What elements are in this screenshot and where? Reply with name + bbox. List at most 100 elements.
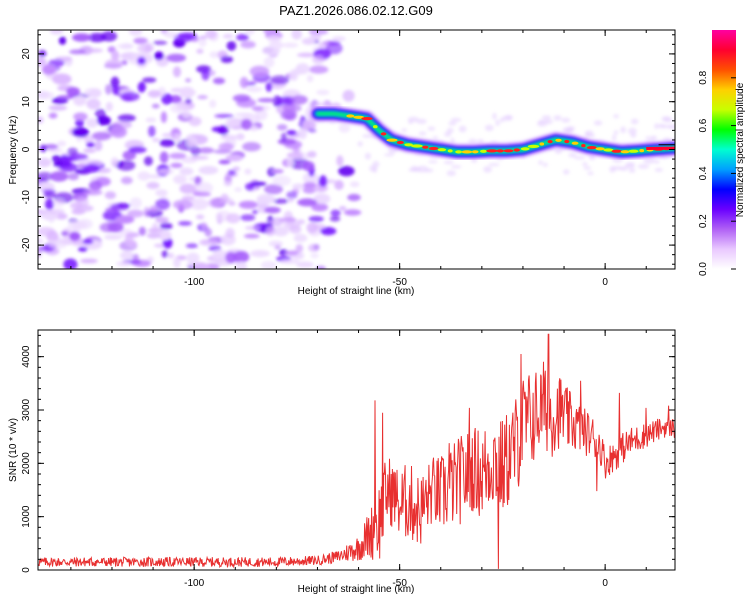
heatmap-noise-blob [316,89,330,96]
track-core [428,146,439,151]
heatmap-noise-blob [303,182,317,189]
heatmap-noise-blob [48,105,68,111]
heatmap-noise-blob [284,250,299,256]
heatmap-noise-blob [84,135,95,145]
heatmap-noise-blob [182,111,192,119]
heatmap-noise-blob [212,249,228,261]
heatmap-noise-blob [186,252,200,264]
heatmap-noise-blob [194,191,211,197]
heatmap-noise-blob [424,168,434,173]
heatmap-noise-blob [133,37,148,44]
heatmap-noise-blob [236,33,249,41]
heatmap-noise-blob [112,84,120,95]
colorbar-tick-label: 0.8 [698,70,709,84]
heatmap-noise-blob [347,193,361,202]
heatmap-noise-blob [249,65,270,78]
heatmap-noise-blob [538,160,543,165]
heatmap-noise-blob [91,131,112,141]
heatmap-noise-blob [142,77,157,83]
heatmap-noise-blob [277,138,297,145]
heatmap-noise-blob [43,144,59,150]
heatmap-noise-blob [325,42,343,55]
x-tick-label: 0 [602,578,608,589]
heatmap-noise-blob [265,82,273,92]
heatmap-noise-blob [159,151,169,164]
colorbar-tick-label: 0.4 [698,166,709,180]
heatmap-noise-blob [338,166,355,177]
heatmap-noise-blob [198,147,214,154]
y-tick-label: 0 [21,146,32,152]
heatmap-noise-blob [157,168,174,175]
track-core [396,140,404,145]
heatmap-noise-blob [105,101,113,112]
heatmap-noise-blob [154,51,164,60]
y-tick-label: 1000 [21,505,32,528]
track-core [346,114,355,118]
track-core [595,147,605,151]
heatmap-noise-blob [164,31,177,38]
track-core [471,150,479,154]
heatmap-noise-blob [620,126,626,134]
heatmap-noise-blob [169,152,187,160]
heatmap-noise-blob [244,30,255,35]
heatmap-noise-blob [120,91,140,102]
heatmap-noise-blob [200,221,208,231]
track-core [411,144,423,148]
heatmap-noise-blob [286,152,304,159]
heatmap-noise-blob [301,37,316,45]
heatmap-noise-blob [264,184,283,195]
heatmap-noise-blob [654,123,659,130]
heatmap-noise-blob [628,127,637,135]
heatmap-noise-blob [38,209,48,215]
heatmap-noise-blob [234,187,242,193]
heatmap-noise-blob [214,114,234,118]
colorbar-label: Normalized spectral amplitude [735,82,746,217]
heatmap-noise-blob [43,192,56,199]
heatmap-noise-blob [296,261,314,268]
heatmap-noise-blob [495,119,500,127]
heatmap-noise-blob [225,227,235,239]
heatmap-noise-blob [128,146,147,154]
heatmap-noise-blob [372,160,380,168]
heatmap-noise-blob [663,117,673,123]
heatmap-noise-blob [296,52,316,58]
heatmap-noise-blob [138,226,146,236]
colorbar-tick-label: 0.6 [698,118,709,132]
heatmap-noise-blob [111,50,120,61]
heatmap-noise-blob [67,147,78,156]
track-core [564,139,570,144]
heatmap-noise-blob [220,56,234,63]
heatmap-noise-blob [128,30,143,36]
heatmap-noise-blob [41,64,57,75]
heatmap-noise-blob [225,251,237,264]
y-tick-label: 3000 [21,398,32,421]
heatmap-noise-blob [69,49,86,55]
heatmap-noise-blob [223,180,233,187]
heatmap-noise-blob [410,165,418,172]
heatmap-noise-blob [218,142,234,152]
heatmap-noise-blob [104,191,116,200]
heatmap-noise-blob [444,131,452,137]
heatmap-noise-blob [427,126,436,131]
heatmap-noise-blob [110,157,119,167]
heatmap-noise-blob [207,198,223,208]
y-tick-label: 10 [21,96,32,108]
heatmap-noise-blob [187,136,198,148]
heatmap-noise-blob [38,57,47,67]
track-core [461,150,473,154]
colorbar-gradient [712,30,736,269]
heatmap-noise-blob [86,118,98,128]
heatmap-noise-blob [50,171,69,182]
heatmap-noise-blob [132,253,140,264]
heatmap-noise-blob [116,160,136,171]
heatmap-noise-blob [38,171,54,181]
heatmap-noise-blob [46,230,59,243]
track-core [455,150,462,154]
heatmap-noise-blob [148,174,163,179]
heatmap-noise-blob [48,112,58,119]
heatmap-noise-blob [306,222,318,234]
heatmap-noise-blob [72,33,92,42]
heatmap-y-ticks: -20 -10 0 10 20 [21,34,675,265]
